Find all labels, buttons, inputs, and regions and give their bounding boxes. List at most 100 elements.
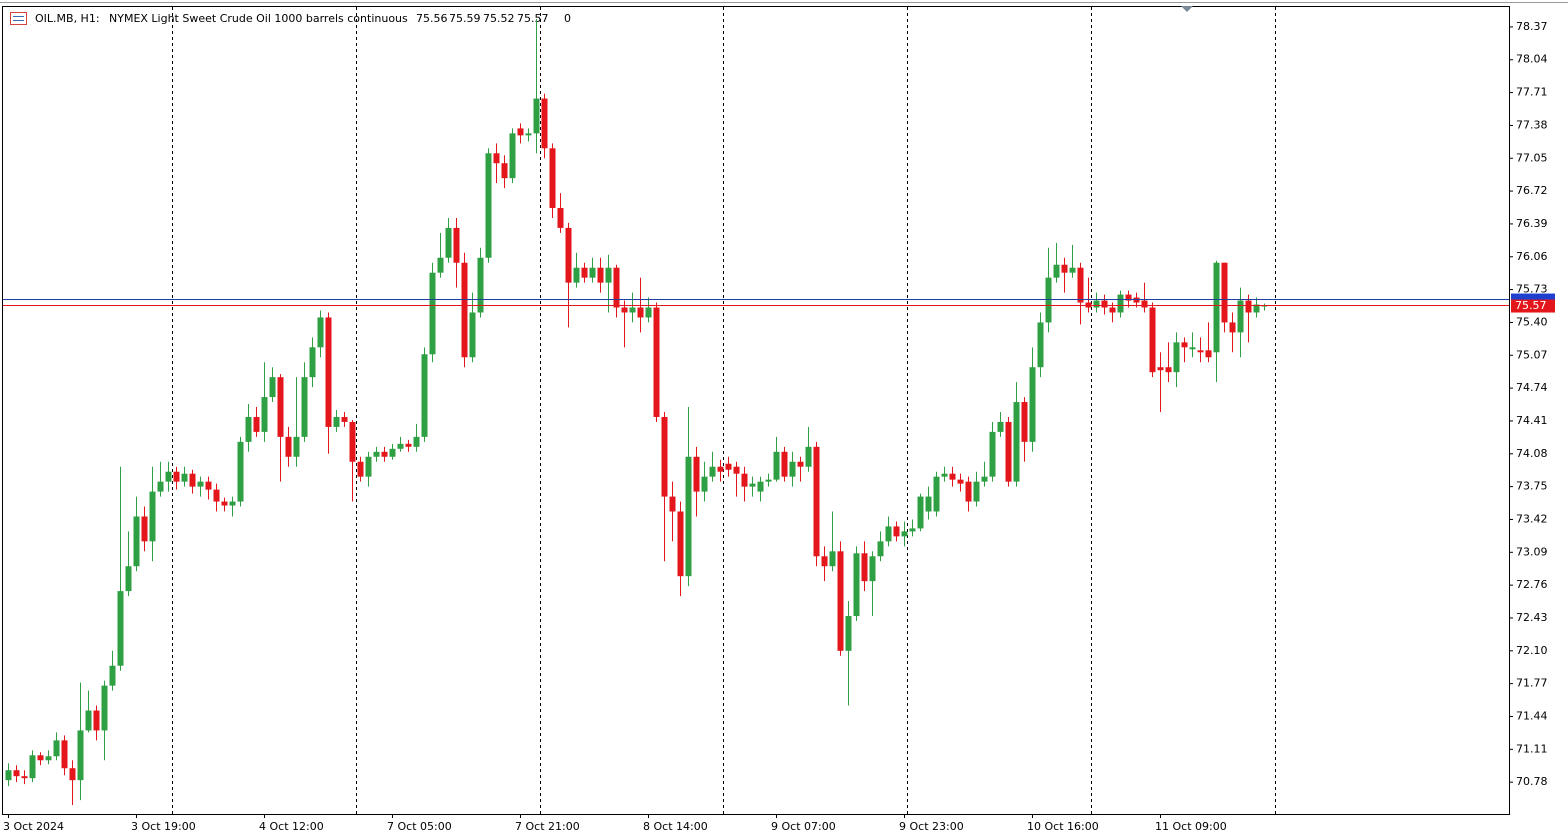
candle-body bbox=[1181, 342, 1188, 348]
candle-body bbox=[541, 98, 548, 149]
candle-body bbox=[213, 489, 220, 502]
candle-body bbox=[565, 227, 572, 283]
candle-body bbox=[1069, 267, 1076, 273]
instrument-title: NYMEX Light Sweet Crude Oil 1000 barrels… bbox=[109, 12, 408, 25]
y-tick-label: 75.40 bbox=[1516, 315, 1548, 328]
candle-body bbox=[637, 307, 644, 318]
candle-body bbox=[357, 461, 364, 477]
y-tick-label: 78.37 bbox=[1516, 20, 1548, 33]
candle-body bbox=[869, 556, 876, 582]
candle-body bbox=[421, 354, 428, 437]
candle-body bbox=[1237, 300, 1244, 333]
y-tick-label: 78.04 bbox=[1516, 53, 1548, 66]
bid-label: 75.57 bbox=[1515, 299, 1547, 312]
candle-body bbox=[1189, 347, 1196, 350]
candle-body bbox=[173, 471, 180, 482]
y-tick-label: 75.07 bbox=[1516, 348, 1548, 361]
candle-body bbox=[117, 591, 124, 666]
plot-frame bbox=[2, 6, 1510, 815]
candle-body bbox=[781, 451, 788, 477]
candle-body bbox=[309, 347, 316, 378]
candle-body bbox=[365, 456, 372, 477]
candle-body bbox=[253, 416, 260, 432]
candle-body bbox=[445, 227, 452, 258]
y-tick-label: 70.78 bbox=[1516, 775, 1548, 788]
candle-body bbox=[181, 473, 188, 482]
candle-body bbox=[837, 551, 844, 651]
candle-body bbox=[493, 153, 500, 164]
candle-body bbox=[917, 496, 924, 529]
candle-body bbox=[597, 267, 604, 283]
candle-body bbox=[93, 710, 100, 731]
candle-body bbox=[733, 466, 740, 474]
candle-body bbox=[757, 481, 764, 492]
candle-body bbox=[1037, 322, 1044, 368]
shift-marker bbox=[1181, 6, 1193, 12]
candle-body bbox=[669, 496, 676, 512]
candle-body bbox=[333, 416, 340, 427]
y-tick-label: 72.43 bbox=[1516, 611, 1548, 624]
y-tick-label: 73.09 bbox=[1516, 545, 1548, 558]
candle-body bbox=[245, 416, 252, 442]
candle-body bbox=[981, 476, 988, 482]
y-tick-label: 74.41 bbox=[1516, 414, 1548, 427]
candle-body bbox=[621, 307, 628, 313]
candle-body bbox=[293, 436, 300, 457]
candle-body bbox=[1013, 402, 1020, 482]
y-tick-label: 76.72 bbox=[1516, 184, 1548, 197]
candle-body bbox=[149, 491, 156, 542]
candle-body bbox=[109, 665, 116, 686]
candle-body bbox=[813, 446, 820, 557]
candle-body bbox=[701, 476, 708, 492]
y-tick-label: 77.71 bbox=[1516, 86, 1548, 99]
symbol: OIL.MB, H1: bbox=[35, 12, 100, 25]
x-tick-label: 4 Oct 12:00 bbox=[259, 820, 324, 833]
candle-body bbox=[861, 553, 868, 582]
candle-body bbox=[1165, 367, 1172, 373]
candle-body bbox=[469, 312, 476, 358]
candle-body bbox=[1109, 307, 1116, 313]
candle-body bbox=[477, 257, 484, 313]
candle-body bbox=[877, 541, 884, 557]
candle-body bbox=[909, 528, 916, 532]
candle-body bbox=[453, 227, 460, 263]
candle-body bbox=[197, 481, 204, 487]
y-tick-label: 76.06 bbox=[1516, 250, 1548, 263]
candle-body bbox=[461, 262, 468, 358]
candle-body bbox=[1053, 264, 1060, 278]
candle-body bbox=[413, 436, 420, 447]
candle-body bbox=[37, 755, 44, 761]
candle-body bbox=[901, 531, 908, 537]
candle-body bbox=[533, 98, 540, 134]
y-tick-label: 74.08 bbox=[1516, 447, 1548, 460]
bid-label-box bbox=[1511, 299, 1555, 313]
y-tick-label: 73.42 bbox=[1516, 512, 1548, 525]
candle-body bbox=[1061, 264, 1068, 273]
candle-body bbox=[1229, 322, 1236, 333]
candle-body bbox=[1205, 350, 1212, 358]
candle-body bbox=[141, 516, 148, 542]
candle-body bbox=[789, 461, 796, 477]
candle-body bbox=[349, 421, 356, 462]
candle-body bbox=[997, 421, 1004, 432]
candle-body bbox=[925, 496, 932, 512]
candle-body bbox=[613, 267, 620, 308]
y-tick-label: 73.75 bbox=[1516, 480, 1548, 493]
candle-body bbox=[1149, 307, 1156, 373]
candle-body bbox=[549, 148, 556, 209]
candle-body bbox=[573, 267, 580, 283]
last-low: 75.52 bbox=[483, 12, 515, 25]
volume: 0 bbox=[564, 12, 571, 25]
candle-body bbox=[693, 456, 700, 492]
candle-body bbox=[437, 257, 444, 273]
x-tick-label: 3 Oct 19:00 bbox=[131, 820, 196, 833]
y-tick-label: 74.74 bbox=[1516, 381, 1548, 394]
candle-body bbox=[341, 416, 348, 422]
candle-body bbox=[821, 556, 828, 567]
candle-body bbox=[1077, 267, 1084, 303]
x-tick-label: 10 Oct 16:00 bbox=[1027, 820, 1099, 833]
last-high: 75.59 bbox=[449, 12, 481, 25]
candle-body bbox=[229, 501, 236, 506]
candle-body bbox=[165, 471, 172, 482]
